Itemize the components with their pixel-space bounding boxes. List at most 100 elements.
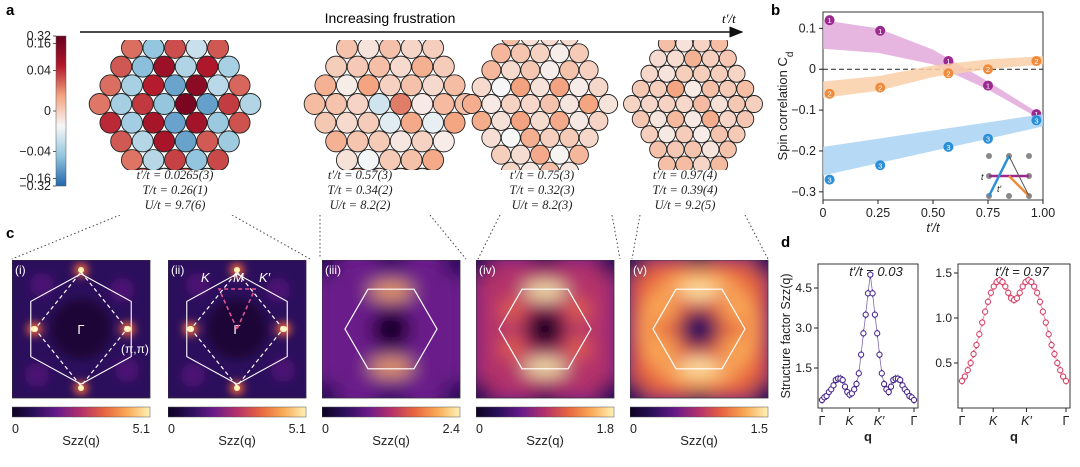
brillouin-zone-hex — [652, 288, 746, 370]
lattice-site — [491, 77, 511, 98]
d-point — [855, 370, 862, 377]
lattice-site — [196, 55, 219, 78]
d-point — [987, 289, 995, 296]
d-x-axis-label: q — [1010, 429, 1018, 444]
lattice-site — [640, 64, 659, 83]
lattice-site — [389, 93, 412, 115]
d-x-tick-label: Γ — [911, 414, 918, 428]
lattice-site — [701, 140, 720, 159]
lattice-site — [666, 79, 685, 98]
d-point — [1002, 283, 1009, 290]
map-cbar-label: Szz(q) — [62, 433, 100, 448]
params-lattice-2: t′/t = 0.57(3) T/t = 0.34(2) U/t = 8.2(2… — [300, 168, 420, 213]
lattice-row — [88, 40, 763, 170]
lattice-site — [710, 95, 729, 113]
lattice-site — [368, 55, 391, 78]
lattice-site — [718, 140, 737, 159]
lattice-site — [110, 55, 133, 78]
lattice-site — [142, 111, 165, 134]
colorbar-tick-label: 0 — [44, 104, 51, 118]
lattice-site — [530, 144, 550, 165]
data-point-label: 3 — [878, 161, 882, 170]
lattice-site — [701, 110, 720, 129]
map-cbar-label: Szz(q) — [218, 433, 256, 448]
map-cbar-min: 0 — [630, 422, 637, 436]
lattice-site — [422, 40, 444, 59]
lattice-site — [684, 79, 702, 98]
y-tick-label: 0 — [809, 62, 816, 76]
d-y-tick-label: 4.5 — [795, 281, 812, 295]
data-point-label: 1 — [828, 16, 832, 25]
U-value-2: U/t = 8.2(2) — [329, 198, 391, 212]
lattice-site — [99, 111, 122, 134]
d-panel-title: t′/t = 0.03 — [849, 264, 903, 279]
brillouin-zone-hex — [186, 273, 288, 385]
x-tick-label: 0.25 — [866, 206, 890, 220]
lattice-site — [692, 125, 711, 144]
d-point — [897, 376, 904, 384]
d-x-axis-label: q — [864, 429, 872, 444]
d-x-tick-label: K — [845, 414, 854, 428]
d-y-tick-label: 0.5 — [935, 356, 952, 370]
map-cbar-label: Szz(q) — [372, 433, 410, 448]
d-point — [867, 271, 874, 278]
data-point-label: 1 — [946, 57, 950, 66]
data-point-3 — [983, 133, 993, 144]
data-point-3 — [943, 141, 954, 152]
lattice-site — [657, 95, 676, 113]
lattice-site — [422, 74, 444, 97]
lattice-site — [481, 127, 502, 148]
lattice-site — [207, 149, 229, 170]
lattice-site — [510, 144, 531, 165]
lattice-site — [559, 161, 580, 170]
d-point — [1051, 350, 1058, 358]
heatmap-1: Γ (π,π) (i) 0 5.1 Szz(q) — [12, 260, 151, 448]
lattice-site — [530, 110, 550, 131]
lattice-site — [491, 110, 511, 131]
lattice-site — [174, 55, 197, 78]
d-point — [874, 330, 881, 337]
data-point-label: 2 — [828, 90, 832, 99]
lattice-site — [569, 144, 589, 165]
d-point — [1031, 283, 1038, 290]
lattice-site — [411, 55, 434, 78]
lattice-site — [461, 94, 482, 114]
map-cbar-min: 0 — [168, 422, 175, 436]
d-point — [990, 283, 997, 290]
y-tick-label: −0.2 — [791, 144, 816, 158]
lattice-site — [142, 149, 165, 170]
lattice-site — [121, 149, 143, 170]
gamma-label: Γ — [233, 322, 240, 337]
high-symmetry-path — [217, 288, 257, 331]
map-index-label: (iii) — [325, 263, 341, 277]
y-tick-label: −0.1 — [791, 103, 816, 117]
T-value-2: T/t = 0.34(2) — [327, 183, 393, 197]
map-cbar-min: 0 — [476, 422, 483, 436]
data-point-label: 1 — [986, 82, 990, 91]
pipi-label: (π,π) — [121, 342, 149, 356]
d-x-tick-label: Γ — [819, 414, 826, 428]
lattice-site — [207, 74, 230, 97]
lattice-site — [411, 93, 434, 115]
colorbar-spin: 0.320.16 0.04 0 −0.04 −0.16−0.32 — [19, 29, 67, 193]
lattice-site — [520, 94, 541, 114]
bz-point-label: M — [233, 270, 244, 285]
lattice-site — [539, 127, 560, 148]
x-tick-label: 0.50 — [921, 206, 945, 220]
lattice-site — [549, 144, 570, 165]
lattice-site — [675, 95, 694, 113]
lattice-site — [578, 94, 599, 114]
d-point — [981, 308, 989, 315]
lattice-site — [110, 93, 133, 115]
lattice-site — [718, 49, 737, 68]
lattice-site — [500, 127, 521, 148]
lattice-site — [142, 40, 165, 59]
lattice-site — [157, 167, 171, 170]
map-index-label: (v) — [633, 263, 647, 277]
lattice-site — [325, 93, 348, 115]
lattice-site — [539, 94, 560, 114]
map-cbar-min: 0 — [322, 422, 329, 436]
lattice-site — [346, 55, 369, 78]
map-colorbar — [630, 406, 769, 418]
d-y-axis-label: Structure factor Szz(q) — [779, 273, 793, 398]
